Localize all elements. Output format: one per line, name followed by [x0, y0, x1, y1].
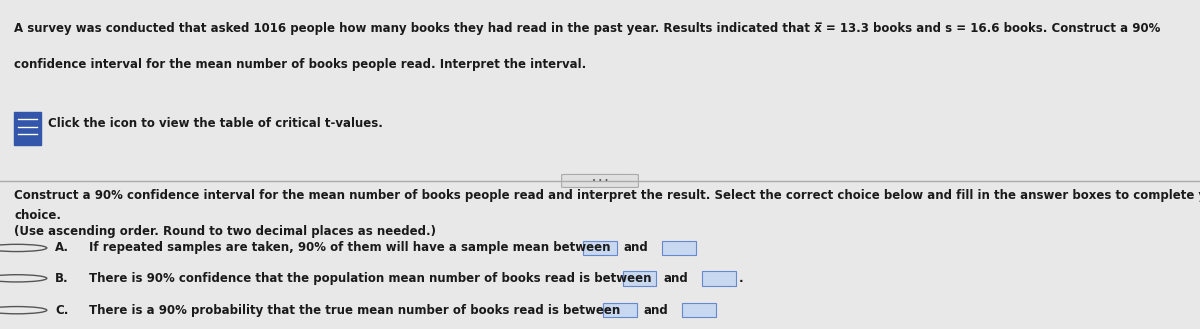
Text: • • •: • • •	[592, 178, 608, 184]
Text: .: .	[739, 272, 744, 285]
FancyBboxPatch shape	[702, 271, 736, 286]
FancyBboxPatch shape	[623, 271, 656, 286]
FancyBboxPatch shape	[683, 303, 716, 317]
Text: and: and	[664, 272, 689, 285]
FancyBboxPatch shape	[14, 112, 41, 145]
Text: There is a 90% probability that the true mean number of books read is between: There is a 90% probability that the true…	[89, 304, 620, 317]
Text: (Use ascending order. Round to two decimal places as needed.): (Use ascending order. Round to two decim…	[14, 225, 437, 238]
FancyBboxPatch shape	[662, 241, 696, 255]
Text: A.: A.	[55, 241, 70, 254]
Text: Construct a 90% confidence interval for the mean number of books people read and: Construct a 90% confidence interval for …	[14, 189, 1200, 202]
Text: A survey was conducted that asked 1016 people how many books they had read in th: A survey was conducted that asked 1016 p…	[14, 22, 1160, 35]
FancyBboxPatch shape	[583, 241, 617, 255]
FancyBboxPatch shape	[602, 303, 636, 317]
Text: and: and	[643, 304, 668, 317]
Text: and: and	[624, 241, 649, 254]
FancyBboxPatch shape	[562, 174, 638, 188]
Text: C.: C.	[55, 304, 68, 317]
Text: Click the icon to view the table of critical t-values.: Click the icon to view the table of crit…	[48, 116, 383, 130]
Text: choice.: choice.	[14, 209, 61, 222]
Text: There is 90% confidence that the population mean number of books read is between: There is 90% confidence that the populat…	[89, 272, 652, 285]
Text: B.: B.	[55, 272, 68, 285]
Text: confidence interval for the mean number of books people read. Interpret the inte: confidence interval for the mean number …	[14, 58, 587, 71]
Text: If repeated samples are taken, 90% of them will have a sample mean between: If repeated samples are taken, 90% of th…	[89, 241, 611, 254]
